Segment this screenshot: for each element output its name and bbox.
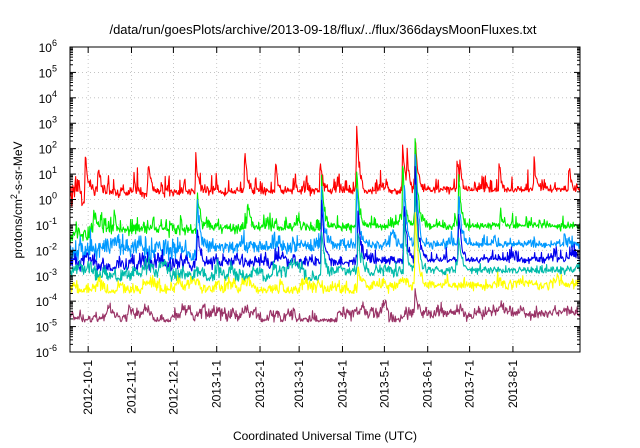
y-axis-label-part: -s-sr-MeV bbox=[11, 141, 25, 194]
x-tick-label: 2013-6-1 bbox=[421, 360, 435, 408]
y-tick-label-exponent: -2 bbox=[49, 241, 57, 251]
y-tick-label: 10-1 bbox=[36, 216, 57, 233]
y-tick-label: 10-3 bbox=[36, 267, 57, 284]
y-tick-label-base: 10 bbox=[36, 270, 50, 284]
x-tick-label: 2013-2-1 bbox=[253, 360, 267, 408]
y-tick-label-exponent: 4 bbox=[52, 89, 57, 99]
y-tick-label: 104 bbox=[39, 89, 57, 106]
flux-series-line-3 bbox=[69, 153, 581, 261]
flux-series-line-1 bbox=[69, 125, 581, 207]
y-tick-label-base: 10 bbox=[36, 346, 50, 360]
x-axis-ticks: 2012-10-1 2012-11-1 2012-12-1 2013-1-1 2013-… bbox=[81, 47, 520, 415]
y-tick-label-exponent: -5 bbox=[49, 318, 57, 328]
y-tick-label-base: 10 bbox=[39, 66, 53, 80]
y-tick-label-base: 10 bbox=[39, 117, 53, 131]
flux-series-line-7 bbox=[69, 288, 581, 323]
x-tick-label: 2013-3-1 bbox=[292, 360, 306, 408]
y-tick-label-exponent: -1 bbox=[49, 216, 57, 226]
y-tick-label: 103 bbox=[39, 114, 57, 131]
y-axis-label-part: protons/cm bbox=[11, 199, 25, 258]
y-tick-label: 10-6 bbox=[36, 343, 57, 360]
y-tick-label-base: 10 bbox=[39, 168, 53, 182]
y-tick-label-base: 10 bbox=[36, 321, 50, 335]
flux-series-line-6 bbox=[69, 211, 581, 295]
y-tick-label-exponent: 3 bbox=[52, 114, 57, 124]
x-tick-label: 2013-5-1 bbox=[377, 360, 391, 408]
y-tick-label: 10-4 bbox=[36, 292, 57, 309]
y-tick-label-exponent: 6 bbox=[52, 38, 57, 48]
y-tick-label: 10-2 bbox=[36, 241, 57, 258]
y-tick-label: 105 bbox=[39, 63, 57, 80]
y-tick-label-base: 10 bbox=[39, 194, 53, 208]
y-tick-label-exponent: 1 bbox=[52, 165, 57, 175]
x-tick-label: 2013-8-1 bbox=[506, 360, 520, 408]
y-tick-label-exponent: -6 bbox=[49, 343, 57, 353]
y-tick-label: 10-5 bbox=[36, 318, 57, 335]
y-tick-label-base: 10 bbox=[39, 143, 53, 157]
x-tick-label: 2013-7-1 bbox=[463, 360, 477, 408]
x-tick-label: 2012-12-1 bbox=[166, 360, 180, 415]
x-tick-label: 2013-4-1 bbox=[335, 360, 349, 408]
y-tick-label-exponent: 2 bbox=[52, 140, 57, 150]
flux-series-line-2 bbox=[69, 138, 581, 243]
y-tick-label-exponent: 0 bbox=[52, 191, 57, 201]
y-tick-label: 102 bbox=[39, 140, 57, 157]
y-axis-label-superscript: 2 bbox=[9, 194, 19, 199]
y-tick-label-base: 10 bbox=[39, 92, 53, 106]
y-tick-label-base: 10 bbox=[36, 219, 50, 233]
y-tick-label-base: 10 bbox=[36, 295, 50, 309]
y-tick-label-exponent: -4 bbox=[49, 292, 57, 302]
y-axis-label: protons/cm2-s-sr-MeV bbox=[9, 141, 25, 258]
x-tick-label: 2013-1-1 bbox=[210, 360, 224, 408]
y-axis-ticks: 10-610-510-410-310-210-11001011021031041… bbox=[36, 38, 580, 360]
y-tick-label-exponent: 5 bbox=[52, 63, 57, 73]
x-axis-label: Coordinated Universal Time (UTC) bbox=[233, 429, 417, 443]
y-tick-label: 106 bbox=[39, 38, 57, 55]
y-tick-label-base: 10 bbox=[36, 244, 50, 258]
x-tick-label: 2012-11-1 bbox=[124, 360, 138, 414]
y-tick-label-exponent: -3 bbox=[49, 267, 57, 277]
x-tick-label: 2012-10-1 bbox=[81, 360, 95, 415]
y-tick-label-base: 10 bbox=[39, 41, 53, 55]
y-tick-label: 100 bbox=[39, 191, 57, 208]
y-tick-label: 101 bbox=[39, 165, 57, 182]
chart-title: /data/run/goesPlots/archive/2013-09-18/f… bbox=[109, 22, 536, 37]
flux-series-line-4 bbox=[69, 166, 581, 272]
flux-series-line-5 bbox=[69, 184, 581, 282]
series-layer bbox=[69, 125, 581, 323]
